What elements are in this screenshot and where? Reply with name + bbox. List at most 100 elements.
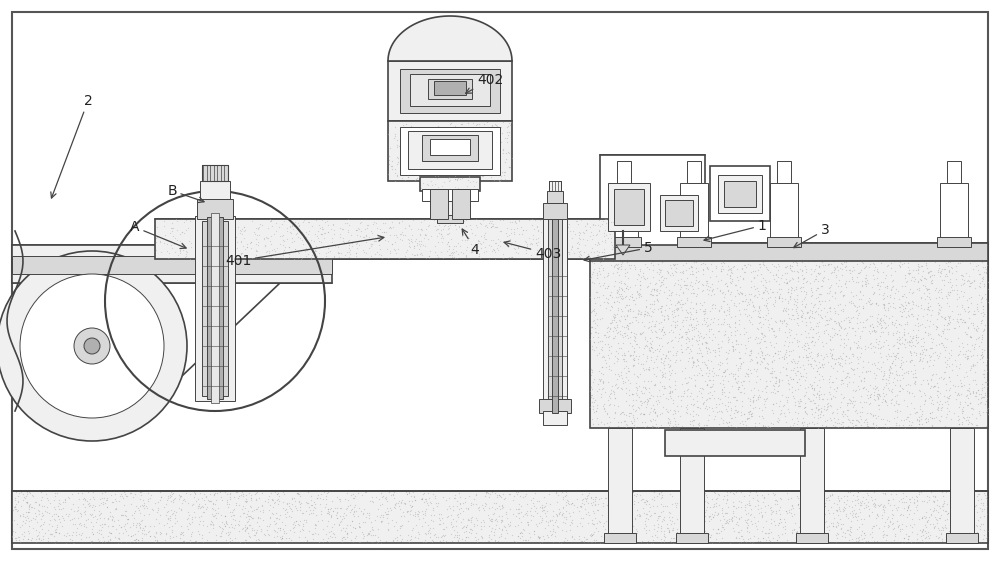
Point — [665, 539, 681, 548]
Point — [220, 531, 236, 540]
Point — [827, 358, 843, 367]
Point — [814, 296, 830, 305]
Point — [900, 503, 916, 512]
Point — [719, 306, 735, 315]
Point — [642, 256, 658, 265]
Point — [657, 373, 673, 382]
Point — [777, 522, 793, 531]
Point — [403, 492, 419, 501]
Point — [730, 384, 746, 393]
Point — [194, 502, 210, 511]
Point — [850, 278, 866, 287]
Point — [162, 511, 178, 520]
Point — [923, 311, 939, 320]
Point — [881, 351, 897, 360]
Point — [797, 403, 813, 412]
Point — [589, 288, 605, 297]
Point — [636, 274, 652, 283]
Point — [955, 403, 971, 412]
Point — [714, 398, 730, 407]
Point — [684, 266, 700, 275]
Point — [832, 514, 848, 523]
Text: 401: 401 — [225, 236, 384, 268]
Point — [961, 277, 977, 286]
Point — [889, 337, 905, 346]
Point — [546, 216, 562, 225]
Point — [662, 516, 678, 525]
Point — [768, 318, 784, 327]
Point — [813, 281, 829, 290]
Point — [824, 408, 840, 417]
Point — [789, 527, 805, 536]
Point — [866, 502, 882, 511]
Point — [325, 528, 341, 537]
Point — [448, 124, 464, 133]
Point — [409, 509, 425, 518]
Point — [690, 284, 706, 293]
Point — [746, 252, 762, 261]
Point — [483, 527, 499, 536]
Point — [628, 339, 644, 348]
Point — [940, 287, 956, 296]
Point — [939, 356, 955, 365]
Point — [626, 500, 642, 509]
Point — [174, 528, 190, 537]
Point — [912, 274, 928, 283]
Point — [631, 393, 647, 402]
Point — [461, 528, 477, 537]
Point — [669, 528, 685, 537]
Point — [499, 137, 515, 146]
Point — [668, 503, 684, 512]
Point — [97, 488, 113, 497]
Point — [914, 252, 930, 261]
Point — [714, 504, 730, 513]
Point — [934, 327, 950, 335]
Point — [463, 239, 479, 248]
Point — [160, 253, 176, 262]
Point — [929, 390, 945, 399]
Point — [827, 289, 843, 298]
Point — [696, 310, 712, 319]
Point — [928, 255, 944, 264]
Point — [693, 365, 709, 374]
Point — [733, 488, 749, 496]
Point — [778, 321, 794, 330]
Point — [691, 387, 707, 396]
Point — [968, 392, 984, 401]
Point — [726, 301, 742, 310]
Point — [678, 280, 694, 289]
Point — [776, 277, 792, 286]
Point — [901, 338, 917, 347]
Point — [444, 537, 460, 546]
Point — [644, 328, 660, 337]
Point — [970, 385, 986, 394]
Point — [133, 517, 149, 526]
Point — [705, 406, 721, 415]
Point — [140, 496, 156, 505]
Point — [601, 400, 617, 409]
Point — [818, 495, 834, 504]
Point — [317, 217, 333, 226]
Point — [652, 511, 668, 520]
Point — [493, 517, 509, 526]
Point — [425, 516, 441, 525]
Point — [967, 501, 983, 510]
Point — [767, 293, 783, 302]
Point — [327, 504, 343, 513]
Point — [828, 505, 844, 514]
Point — [736, 410, 752, 419]
Point — [466, 495, 482, 504]
Point — [431, 510, 447, 519]
Point — [923, 253, 939, 262]
Point — [452, 499, 468, 508]
Point — [813, 531, 829, 540]
Point — [759, 298, 775, 307]
Point — [626, 347, 642, 356]
Point — [360, 530, 376, 539]
Point — [645, 535, 661, 544]
Point — [492, 242, 508, 251]
Point — [83, 518, 99, 527]
Point — [929, 323, 945, 332]
Point — [615, 376, 631, 385]
Point — [762, 251, 778, 260]
